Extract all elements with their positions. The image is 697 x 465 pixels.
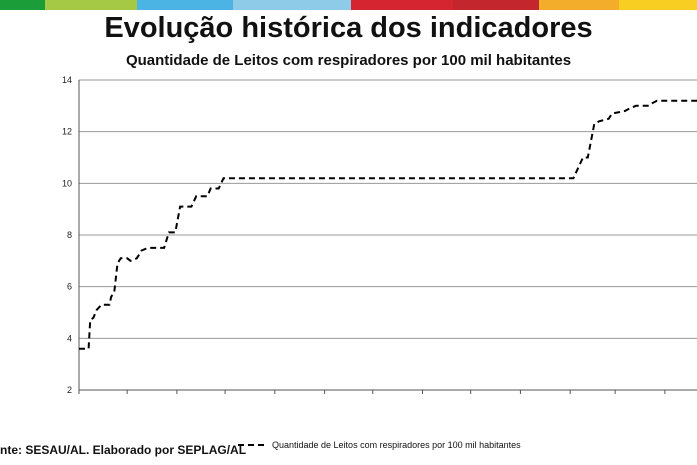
y-tick-label: 4 [67,333,72,343]
x-tick-label: 20/04/2021 [632,393,667,395]
x-tick-label: 20/12/2020 [437,393,472,395]
y-tick-label: 14 [62,75,72,85]
x-tick-label: 20/01/2021 [487,393,522,395]
x-tick-label: 20/02/2021 [537,393,572,395]
y-tick-label: 12 [62,127,72,137]
y-tick-label: 6 [67,282,72,292]
chart-legend: Quantidade de Leitos com respiradores po… [238,440,521,450]
top-bar-segment [137,0,233,10]
source-note: nte: SESAU/AL. Elaborado por SEPLAG/AL [0,443,247,457]
y-tick-label: 2 [67,385,72,395]
top-bar-segment [0,0,45,10]
top-color-bar [0,0,697,10]
chart-title: Evolução histórica dos indicadores [104,12,593,44]
top-bar-segment [351,0,453,10]
x-tick-label: 20/03/2021 [582,393,617,395]
x-tick-label: 20/09/2020 [291,393,326,395]
x-tick-label: 20/04/2020 [46,393,81,395]
x-tick-label: 20/06/2020 [144,393,179,395]
x-tick-label: 20/10/2020 [339,393,374,395]
x-tick-label: 20/11/2020 [390,393,425,395]
line-chart: 2 4 6 8 10 12 14 20/04/2020 20/05/2020 20/06/2020… [46,75,697,395]
x-tick-label: 20/05/2020 [94,393,129,395]
top-bar-segment [45,0,137,10]
chart-subtitle: Quantidade de Leitos com respiradores po… [125,52,572,69]
legend-label: Quantidade de Leitos com respiradores po… [272,440,521,450]
legend-swatch [238,444,264,446]
x-tick-label: 20/07/2020 [192,393,227,395]
y-tick-label: 10 [62,178,72,188]
top-bar-segment [453,0,539,10]
top-bar-segment [233,0,351,10]
series-line [79,99,697,350]
top-bar-segment [539,0,619,10]
x-tick-label: 20/08/2020 [242,393,277,395]
top-bar-segment [619,0,697,10]
y-tick-label: 8 [67,230,72,240]
